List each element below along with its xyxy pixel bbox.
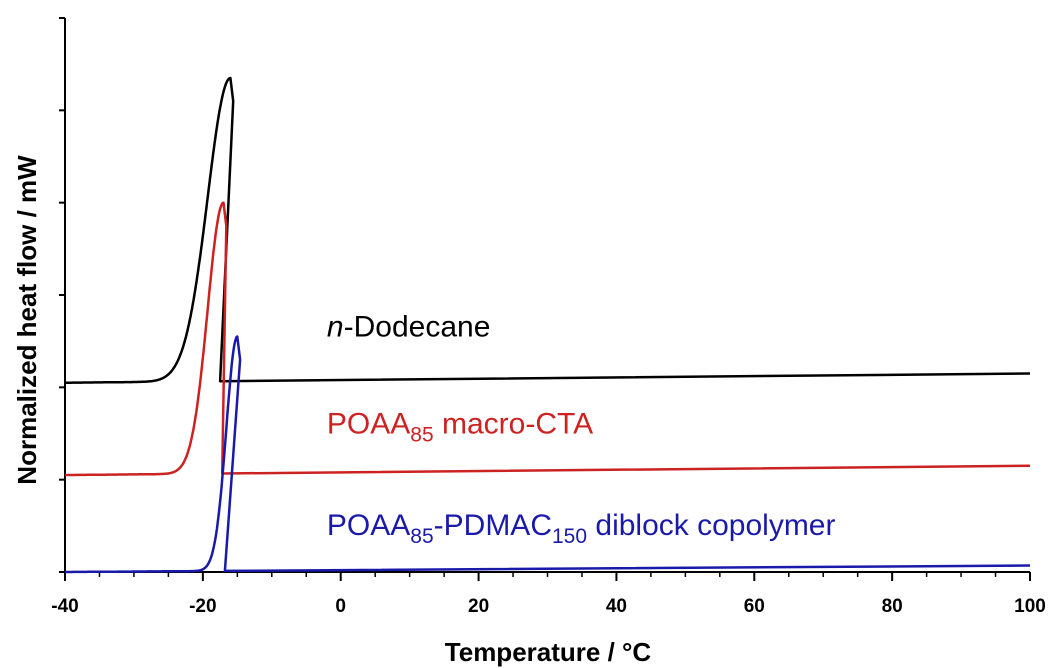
series-label-part: -PDMAC bbox=[434, 509, 552, 542]
x-tick-label: 100 bbox=[1014, 596, 1046, 617]
series-label-part: POAA bbox=[327, 408, 410, 441]
y-ticks bbox=[59, 17, 65, 573]
series-label-part: 85 bbox=[410, 525, 433, 548]
series-line bbox=[64, 335, 1031, 574]
series-label: n-Dodecane bbox=[327, 311, 490, 344]
x-tick-label: 0 bbox=[335, 596, 346, 617]
series-label: POAA85 macro-CTA bbox=[327, 408, 593, 447]
series-label-part: 150 bbox=[552, 525, 587, 548]
series-line bbox=[64, 201, 1031, 477]
series-label-part: POAA bbox=[327, 509, 410, 542]
x-axis-title: Temperature / °C bbox=[445, 637, 652, 667]
series-lines bbox=[64, 76, 1031, 574]
series-label-part: diblock copolymer bbox=[587, 509, 835, 542]
x-tick-label: -20 bbox=[189, 596, 216, 617]
series-label-part: -Dodecane bbox=[344, 311, 491, 344]
x-tick-label: 40 bbox=[606, 596, 627, 617]
x-tick-label: 80 bbox=[882, 596, 903, 617]
series-label-part: n bbox=[327, 311, 344, 344]
x-tick-label: -40 bbox=[51, 596, 78, 617]
series-label-part: 85 bbox=[410, 424, 433, 447]
series-label-part: macro-CTA bbox=[434, 408, 593, 441]
x-tick-label: 60 bbox=[744, 596, 765, 617]
x-ticks: -40 -20 0 20 40 60 80 100 bbox=[51, 572, 1046, 617]
series-line bbox=[64, 76, 1031, 384]
y-axis-title: Normalized heat flow / mW bbox=[12, 155, 42, 485]
x-tick-label: 20 bbox=[468, 596, 489, 617]
series-label: POAA85-PDMAC150 diblock copolymer bbox=[327, 509, 836, 548]
